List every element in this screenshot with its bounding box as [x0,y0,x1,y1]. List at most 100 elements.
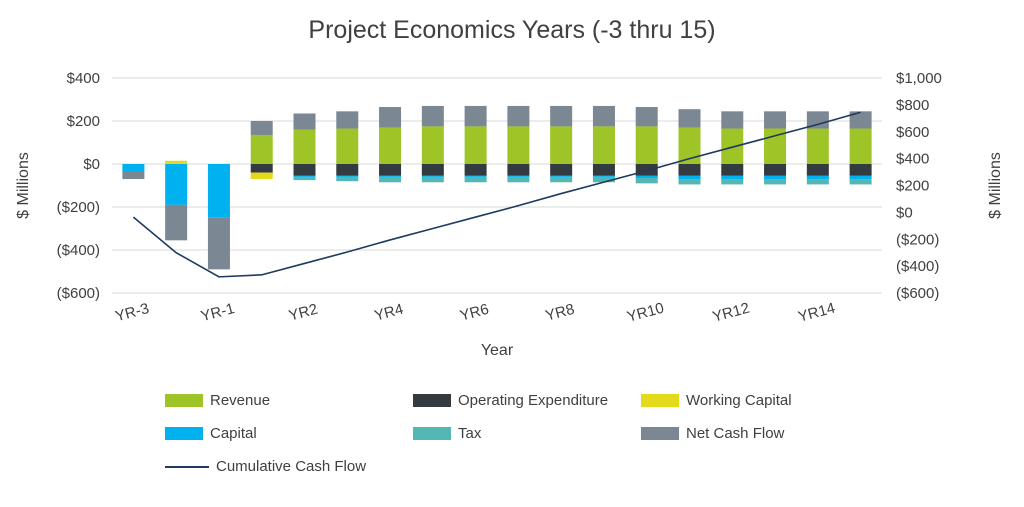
bar-segment-operating-expenditure [849,164,872,176]
bar-segment-capital [122,164,145,172]
bar-segment-net-cash-flow [336,111,359,129]
left-axis-title: $ Millions [15,152,32,219]
bar-segment-net-cash-flow [849,111,872,129]
bar-segment-net-cash-flow [806,111,829,129]
bar-segment-revenue [849,128,872,164]
bar-segment-operating-expenditure [464,164,487,176]
x-axis-tick-label: YR-3 [114,300,151,325]
left-axis-tick-label: ($200) [57,199,100,216]
bar-segment-net-cash-flow [764,111,787,129]
bar-segment-revenue [421,126,444,164]
right-axis-tick-label: $1,000 [896,70,942,87]
legend-label: Operating Expenditure [458,392,609,409]
bar-segment-capital [379,175,402,177]
bar-segment-net-cash-flow [293,113,316,130]
bar-segment-net-cash-flow [550,105,573,127]
bar-segment-net-cash-flow [250,121,273,135]
bar-segment-net-cash-flow [464,105,487,127]
bar-segment-revenue [635,126,658,164]
bar-segment-operating-expenditure [250,164,273,173]
bar-segment-revenue [336,128,359,164]
x-axis-tick-label: YR8 [544,301,577,325]
bar-segment-tax [678,179,701,185]
bar-segment-revenue [507,126,530,164]
bar-segment-tax [550,176,573,183]
bar-segment-capital [165,164,188,205]
bar-segment-capital [421,175,444,177]
bar-segment-capital [550,175,573,177]
right-axis-tick-label: $0 [896,204,913,221]
x-axis-tick-label: YR-1 [199,300,236,325]
legend-item-tax: Tax [413,425,641,442]
bar-segment-tax [379,176,402,183]
right-axis-tick-label: $200 [896,178,929,195]
legend-item-cumulative-cash-flow: Cumulative Cash Flow [165,458,911,475]
x-axis-title: Year [481,342,514,359]
legend-item-net-cash-flow: Net Cash Flow [641,425,911,442]
bar-segment-net-cash-flow [721,111,744,129]
bar-segment-revenue [250,134,273,164]
bar-segment-net-cash-flow [122,171,145,180]
bar-segment-capital [678,175,701,180]
right-axis-tick-label: $800 [896,97,929,114]
bar-segment-capital [464,175,487,177]
legend-label: Cumulative Cash Flow [216,458,367,475]
bar-segment-tax [293,176,316,181]
bar-segment-tax [421,176,444,183]
bar-segment-capital [207,164,230,218]
plot-area: $400 $200 $0 ($200) ($400) ($600) $1,000 $800 $6… [15,70,1004,359]
legend: Revenue Operating Expenditure Working Capi… [165,392,911,475]
chart-title: Project Economics Years (-3 thru 15) [308,16,716,44]
legend-color-swatch [641,394,679,407]
right-axis-tick-label: $600 [896,124,929,141]
legend-color-swatch [413,427,451,440]
bar-segment-operating-expenditure [379,164,402,176]
bar-segment-operating-expenditure [721,164,744,176]
x-axis-tick-label: YR12 [711,300,752,326]
bar-segment-operating-expenditure [421,164,444,176]
bar-segment-capital [764,175,787,180]
cumulative-cash-flow-line [132,111,861,278]
bar-segment-operating-expenditure [592,164,615,176]
bar-segment-working-capital [165,160,188,164]
legend-label: Revenue [210,392,271,409]
bar-segment-capital [507,175,530,177]
bar-segment-tax [507,176,530,183]
bar-segment-net-cash-flow [379,107,402,128]
bar-segment-net-cash-flow [421,105,444,127]
bar-segment-capital [336,175,359,177]
legend-item-operating-expenditure: Operating Expenditure [413,392,641,409]
bar-segment-net-cash-flow [592,105,615,127]
legend-color-swatch [641,427,679,440]
bar-segment-operating-expenditure [678,164,701,176]
legend-label: Working Capital [686,392,792,409]
right-axis-tick-label: $400 [896,151,929,168]
bar-segment-tax [849,179,872,185]
bar-segment-net-cash-flow [507,105,530,127]
legend-label: Net Cash Flow [686,425,785,442]
legend-label: Tax [458,425,482,442]
legend-line-swatch [165,465,209,468]
bar-segment-revenue [806,128,829,164]
x-axis-tick-label: YR14 [796,300,837,326]
bar-segment-capital [293,175,316,177]
bar-segment-tax [464,176,487,183]
bar-segment-capital [721,175,744,180]
bar-segment-capital [849,175,872,180]
left-axis-tick-label: ($400) [57,242,100,259]
legend-color-swatch [413,394,451,407]
bar-segment-operating-expenditure [764,164,787,176]
bar-segment-tax [592,176,615,183]
bar-segment-tax [635,177,658,184]
bar-segment-capital [592,175,615,177]
x-axis-tick-label: YR2 [287,301,320,325]
left-axis-tick-label: $0 [83,156,100,173]
bar-segment-net-cash-flow [165,204,188,241]
bar-segment-revenue [592,126,615,164]
bar-segment-operating-expenditure [293,164,316,176]
bar-segment-net-cash-flow [678,109,701,128]
legend-label: Capital [210,425,257,442]
bar-segment-revenue [678,127,701,164]
legend-item-capital: Capital [165,425,413,442]
bar-segment-operating-expenditure [806,164,829,176]
